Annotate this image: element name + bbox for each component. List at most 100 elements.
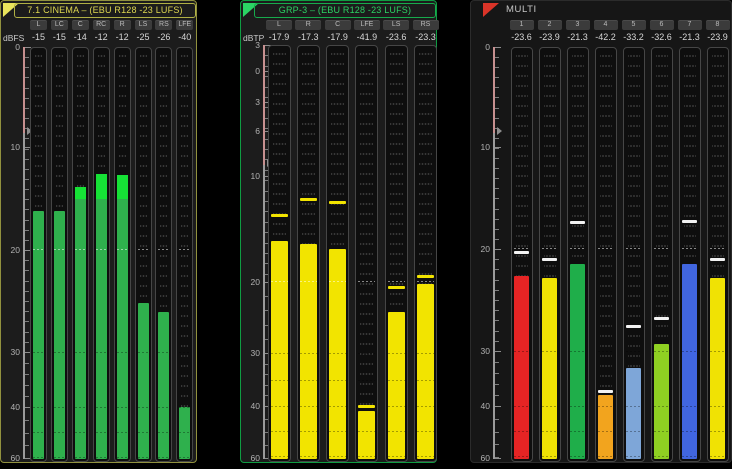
scale-tick xyxy=(495,320,499,321)
meter-track[interactable] xyxy=(296,45,320,462)
scale-tick xyxy=(265,385,269,386)
grid-line xyxy=(513,351,530,352)
grid-line-20 xyxy=(709,248,726,249)
meter-track[interactable] xyxy=(326,45,350,462)
grid-line xyxy=(179,457,191,458)
scale-tick xyxy=(495,373,499,374)
meter-track[interactable] xyxy=(538,47,561,462)
grid-line xyxy=(625,351,642,352)
meter-track[interactable] xyxy=(155,47,173,462)
peak-hold-marker xyxy=(299,198,317,201)
meter-track[interactable] xyxy=(650,47,673,462)
level-bar xyxy=(598,395,613,459)
grid-line xyxy=(270,406,288,407)
peak-hold-marker xyxy=(358,405,376,408)
scale-tick xyxy=(495,118,499,119)
peak-hold-marker xyxy=(654,317,669,320)
grid-line xyxy=(387,456,405,457)
grid-line xyxy=(329,353,347,354)
meter-track[interactable] xyxy=(113,47,131,462)
channel-chip: C xyxy=(324,20,351,30)
meter-track[interactable] xyxy=(384,45,408,462)
grid-line xyxy=(116,407,128,408)
meter-track[interactable] xyxy=(678,47,701,462)
scale-tick xyxy=(495,97,499,98)
channel-value: -17.3 xyxy=(298,32,319,42)
channel-value: -25 xyxy=(136,32,150,42)
meter-track[interactable] xyxy=(622,47,645,462)
meter-panel-cinema-7-1[interactable]: 7.1 CINEMA – (EBU R128 -23 LUFS) dBFS 0 10 2… xyxy=(0,0,197,463)
scale-tick xyxy=(265,55,269,56)
channel-chip: 7 xyxy=(677,20,702,30)
meter-track[interactable] xyxy=(134,47,152,462)
scale-label: 10 xyxy=(250,171,260,181)
segment-marks xyxy=(160,51,168,458)
scale-tick xyxy=(25,301,29,302)
level-bar xyxy=(95,174,107,459)
meter-track[interactable] xyxy=(355,45,379,462)
scale-tick xyxy=(265,232,269,233)
peak-hold-marker xyxy=(387,286,405,289)
scale-label: 0 xyxy=(485,42,490,52)
meter-track[interactable] xyxy=(566,47,589,462)
channel-value: -21.3 xyxy=(567,32,588,42)
grid-line-20 xyxy=(417,281,434,282)
channel-value: -15 xyxy=(31,32,45,42)
level-bar xyxy=(74,187,86,459)
recent-peak-segment xyxy=(74,187,86,199)
scale-tick xyxy=(25,332,29,333)
scale-tick xyxy=(265,243,269,244)
recent-peak-segment xyxy=(116,175,128,199)
scale-tick xyxy=(495,57,499,58)
grid-line xyxy=(116,457,128,458)
level-bar xyxy=(387,312,405,459)
level-bar xyxy=(417,284,434,459)
grid-line xyxy=(597,406,614,407)
scale-tick xyxy=(265,87,269,88)
scale-label: 0 xyxy=(15,42,20,52)
meter-track[interactable] xyxy=(92,47,110,462)
meter-track[interactable] xyxy=(71,47,89,462)
scale-tick xyxy=(25,118,29,119)
grid-line-20 xyxy=(33,249,44,250)
scale-ruler xyxy=(263,45,265,459)
scale-tick xyxy=(495,280,499,281)
channel-chip: 1 xyxy=(509,20,534,30)
grid-line xyxy=(625,431,642,432)
peak-hold-marker xyxy=(710,258,725,261)
scale-tick xyxy=(25,321,29,322)
meter-track[interactable] xyxy=(50,47,68,462)
meter-track[interactable] xyxy=(30,47,47,462)
scale-tick xyxy=(25,57,29,58)
grid-line xyxy=(270,380,288,381)
grid-line-20 xyxy=(541,248,558,249)
channel-value: -32.6 xyxy=(651,32,672,42)
peak-hold-marker xyxy=(514,251,529,254)
channel-chip: LS xyxy=(134,20,152,30)
scale-tick xyxy=(25,98,29,99)
meter-panel-multi[interactable]: MULTI 0 10 20 30 40 60 1 -23.6 2 -23.9 3 -21.3 4 -42.2… xyxy=(470,0,732,463)
meter-track[interactable] xyxy=(414,45,437,462)
corner-tab-icon[interactable] xyxy=(483,3,499,17)
scale-tick-major xyxy=(495,47,501,48)
scale-tick xyxy=(265,419,269,420)
channel-value: -40 xyxy=(178,32,192,42)
channel-value: -23.3 xyxy=(415,32,436,42)
meter-track[interactable] xyxy=(706,47,729,462)
meter-panel-grp-3[interactable]: GRP-3 – (EBU R128 -23 LUFS) dBTP 3 0 3 6 10 20 3… xyxy=(240,0,439,463)
grid-line xyxy=(513,456,530,457)
scale-tick xyxy=(25,209,29,210)
level-bar xyxy=(33,211,44,459)
scale-tick xyxy=(265,222,269,223)
scale-unit-label: dBFS xyxy=(3,33,25,43)
grid-line-20 xyxy=(653,248,670,249)
meter-track[interactable] xyxy=(176,47,194,462)
grid-line xyxy=(74,407,86,408)
corner-tab-icon[interactable] xyxy=(3,3,19,17)
scale-tick-major xyxy=(25,352,31,353)
meter-track[interactable] xyxy=(267,45,291,462)
grid-line xyxy=(569,351,586,352)
meter-track[interactable] xyxy=(594,47,617,462)
corner-tab-icon[interactable] xyxy=(243,3,259,17)
meter-track[interactable] xyxy=(510,47,533,462)
